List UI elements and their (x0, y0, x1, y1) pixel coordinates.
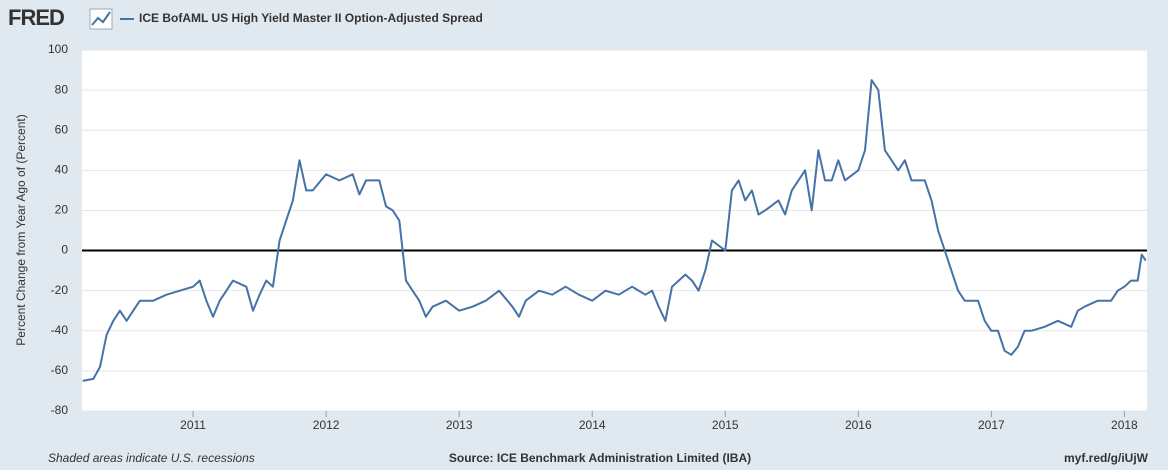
y-tick-label: -40 (51, 323, 69, 337)
legend-label: ICE BofAML US High Yield Master II Optio… (139, 11, 483, 25)
link[interactable]: myf.red/g/iUjW (1064, 451, 1149, 465)
y-tick-label: 80 (55, 82, 69, 96)
y-tick-label: -60 (51, 363, 69, 377)
y-tick-label: 100 (48, 42, 68, 56)
x-tick-label: 2016 (845, 418, 872, 432)
source: Source: ICE Benchmark Administration Lim… (449, 451, 751, 465)
x-tick-label: 2018 (1111, 418, 1138, 432)
y-tick-label: -80 (51, 403, 69, 417)
y-tick-label: 60 (55, 122, 69, 136)
y-tick-label: 0 (61, 243, 68, 257)
y-tick-label: 20 (55, 203, 69, 217)
y-tick-label: 40 (55, 163, 69, 177)
logo-icon (89, 8, 113, 30)
y-axis-label: Percent Change from Year Ago of (Percent… (14, 114, 28, 345)
x-tick-label: 2011 (180, 418, 206, 432)
x-tick-label: 2015 (712, 418, 739, 432)
plot-area (82, 50, 1147, 411)
x-tick-label: 2013 (446, 418, 473, 432)
logo: FRED (8, 5, 64, 30)
x-tick-label: 2012 (313, 418, 340, 432)
note: Shaded areas indicate U.S. recessions (48, 451, 255, 465)
x-tick-label: 2017 (978, 418, 1005, 432)
x-tick-label: 2014 (579, 418, 606, 432)
y-tick-label: -20 (51, 283, 69, 297)
series-line (82, 79, 1147, 382)
